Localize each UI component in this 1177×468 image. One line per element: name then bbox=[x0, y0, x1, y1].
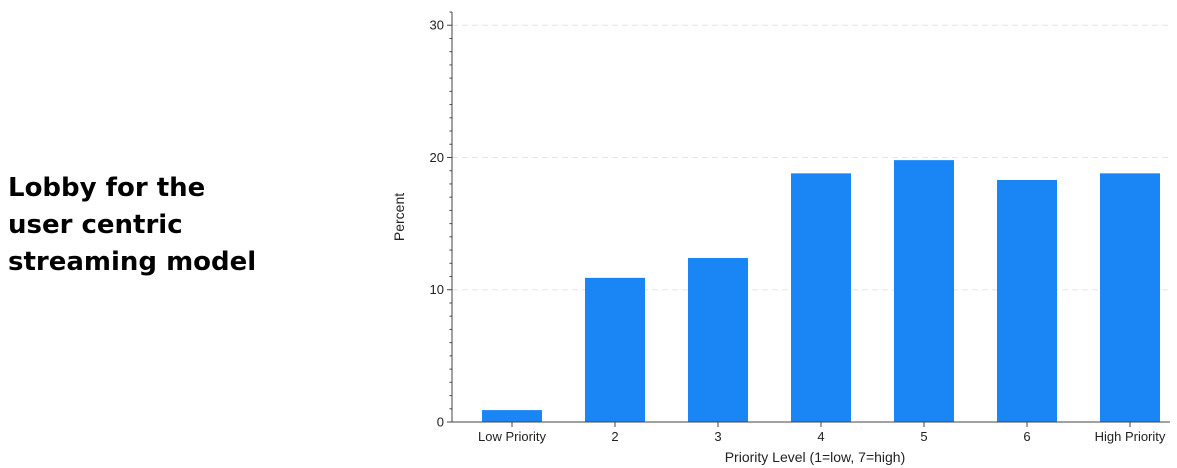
x-tick-label-4: 4 bbox=[817, 429, 824, 444]
x-tick-label-1: Low Priority bbox=[478, 429, 546, 444]
bar-7 bbox=[1100, 173, 1160, 422]
x-tick-label-3: 3 bbox=[714, 429, 721, 444]
bar-6 bbox=[997, 179, 1057, 422]
x-tick-label-6: 6 bbox=[1023, 429, 1030, 444]
y-tick-label-2: 20 bbox=[430, 150, 444, 165]
side-title-line-3: streaming model bbox=[8, 247, 257, 277]
x-tick-label-5: 5 bbox=[920, 429, 927, 444]
y-axis-label: Percent bbox=[391, 193, 407, 241]
bar-2 bbox=[585, 277, 645, 422]
bar-5 bbox=[894, 160, 954, 422]
axes bbox=[447, 11, 1170, 427]
bars bbox=[482, 160, 1160, 422]
x-axis-label: Priority Level (1=low, 7=high) bbox=[725, 449, 906, 465]
x-tick-label-7: High Priority bbox=[1095, 429, 1166, 444]
bar-1 bbox=[482, 410, 542, 422]
side-title-line-2: user centric bbox=[8, 210, 183, 240]
y-tick-label-3: 30 bbox=[430, 18, 444, 33]
tick-labels: 0 10 20 30 Low Priority 2 3 4 5 6 High Priority bbox=[430, 18, 1166, 444]
y-tick-label-1: 10 bbox=[430, 282, 444, 297]
side-title: Lobby for the user centric streaming mod… bbox=[8, 170, 338, 281]
y-tick-label-0: 0 bbox=[437, 415, 444, 430]
side-title-line-1: Lobby for the bbox=[8, 173, 206, 203]
bar-4 bbox=[791, 173, 851, 422]
bar-3 bbox=[688, 258, 748, 422]
x-tick-label-2: 2 bbox=[611, 429, 618, 444]
